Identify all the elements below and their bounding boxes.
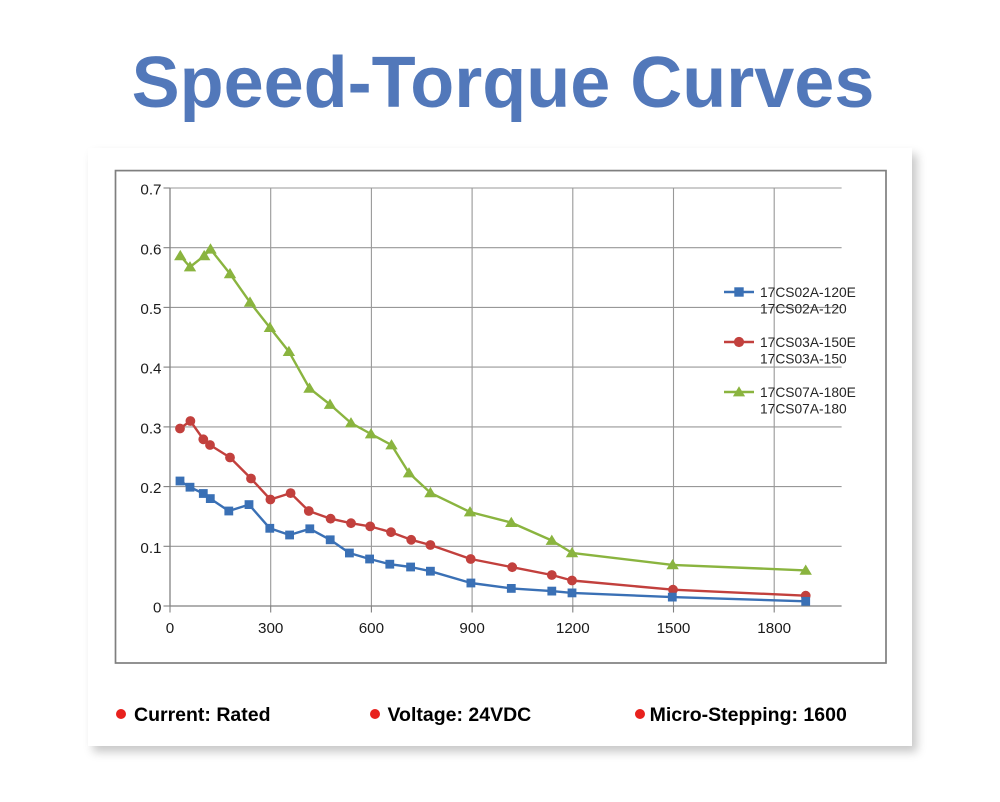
svg-text:0.2: 0.2 bbox=[140, 480, 161, 497]
svg-text:17CS03A-150: 17CS03A-150 bbox=[760, 352, 847, 367]
svg-text:17CS02A-120: 17CS02A-120 bbox=[760, 302, 847, 317]
svg-text:600: 600 bbox=[359, 620, 384, 637]
svg-text:17CS07A-180E: 17CS07A-180E bbox=[760, 385, 856, 400]
svg-text:0.6: 0.6 bbox=[140, 241, 161, 258]
svg-text:0.4: 0.4 bbox=[140, 361, 161, 378]
svg-text:0.3: 0.3 bbox=[140, 421, 161, 438]
svg-text:0.5: 0.5 bbox=[140, 301, 161, 318]
svg-text:17CS02A-120E: 17CS02A-120E bbox=[760, 285, 856, 300]
svg-text:300: 300 bbox=[258, 620, 283, 637]
svg-text:17CS07A-180: 17CS07A-180 bbox=[760, 402, 847, 417]
svg-text:0.1: 0.1 bbox=[140, 540, 161, 557]
svg-text:0.7: 0.7 bbox=[140, 182, 161, 199]
svg-text:0: 0 bbox=[166, 620, 174, 637]
svg-text:1500: 1500 bbox=[657, 620, 691, 637]
svg-text:1200: 1200 bbox=[556, 620, 590, 637]
svg-text:0: 0 bbox=[153, 600, 161, 617]
svg-text:1800: 1800 bbox=[757, 620, 791, 637]
svg-text:900: 900 bbox=[459, 620, 484, 637]
svg-text:17CS03A-150E: 17CS03A-150E bbox=[760, 335, 856, 350]
